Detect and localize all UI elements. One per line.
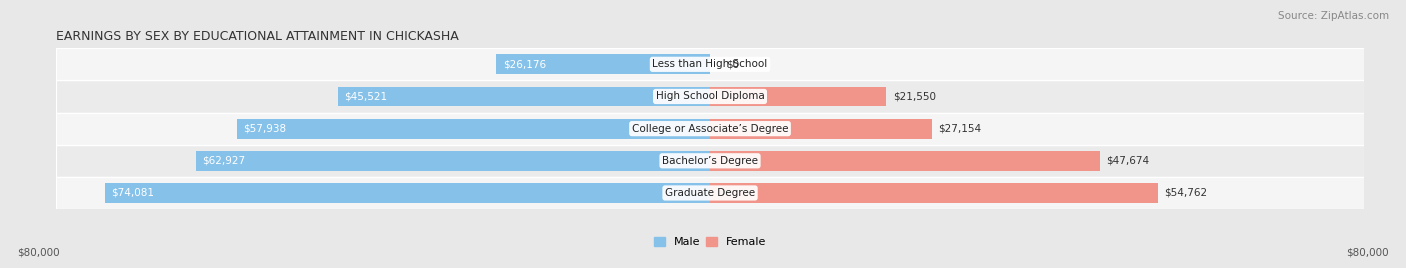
Bar <box>56 145 1364 177</box>
Bar <box>104 183 710 203</box>
Text: $74,081: $74,081 <box>111 188 155 198</box>
Bar <box>337 87 710 106</box>
Text: $80,000: $80,000 <box>1347 247 1389 257</box>
Text: College or Associate’s Degree: College or Associate’s Degree <box>631 124 789 134</box>
Text: $0: $0 <box>727 59 740 69</box>
Bar <box>710 183 1157 203</box>
Text: Less than High School: Less than High School <box>652 59 768 69</box>
Bar <box>710 87 886 106</box>
Bar <box>56 177 1364 209</box>
Bar <box>56 48 1364 80</box>
Text: $21,550: $21,550 <box>893 91 935 102</box>
Text: Source: ZipAtlas.com: Source: ZipAtlas.com <box>1278 11 1389 21</box>
Text: $45,521: $45,521 <box>344 91 388 102</box>
Text: $47,674: $47,674 <box>1107 156 1149 166</box>
Text: High School Diploma: High School Diploma <box>655 91 765 102</box>
Text: $62,927: $62,927 <box>202 156 246 166</box>
Text: $26,176: $26,176 <box>503 59 546 69</box>
Text: $80,000: $80,000 <box>17 247 59 257</box>
Bar <box>710 119 932 139</box>
Bar <box>195 151 710 171</box>
Legend: Male, Female: Male, Female <box>650 233 770 252</box>
Text: Bachelor’s Degree: Bachelor’s Degree <box>662 156 758 166</box>
Text: Graduate Degree: Graduate Degree <box>665 188 755 198</box>
Bar <box>236 119 710 139</box>
Text: $27,154: $27,154 <box>938 124 981 134</box>
Bar <box>496 54 710 74</box>
Text: EARNINGS BY SEX BY EDUCATIONAL ATTAINMENT IN CHICKASHA: EARNINGS BY SEX BY EDUCATIONAL ATTAINMEN… <box>56 30 458 43</box>
Text: $54,762: $54,762 <box>1164 188 1208 198</box>
Text: $57,938: $57,938 <box>243 124 287 134</box>
Bar <box>56 80 1364 113</box>
Bar <box>56 113 1364 145</box>
Bar <box>710 151 1099 171</box>
